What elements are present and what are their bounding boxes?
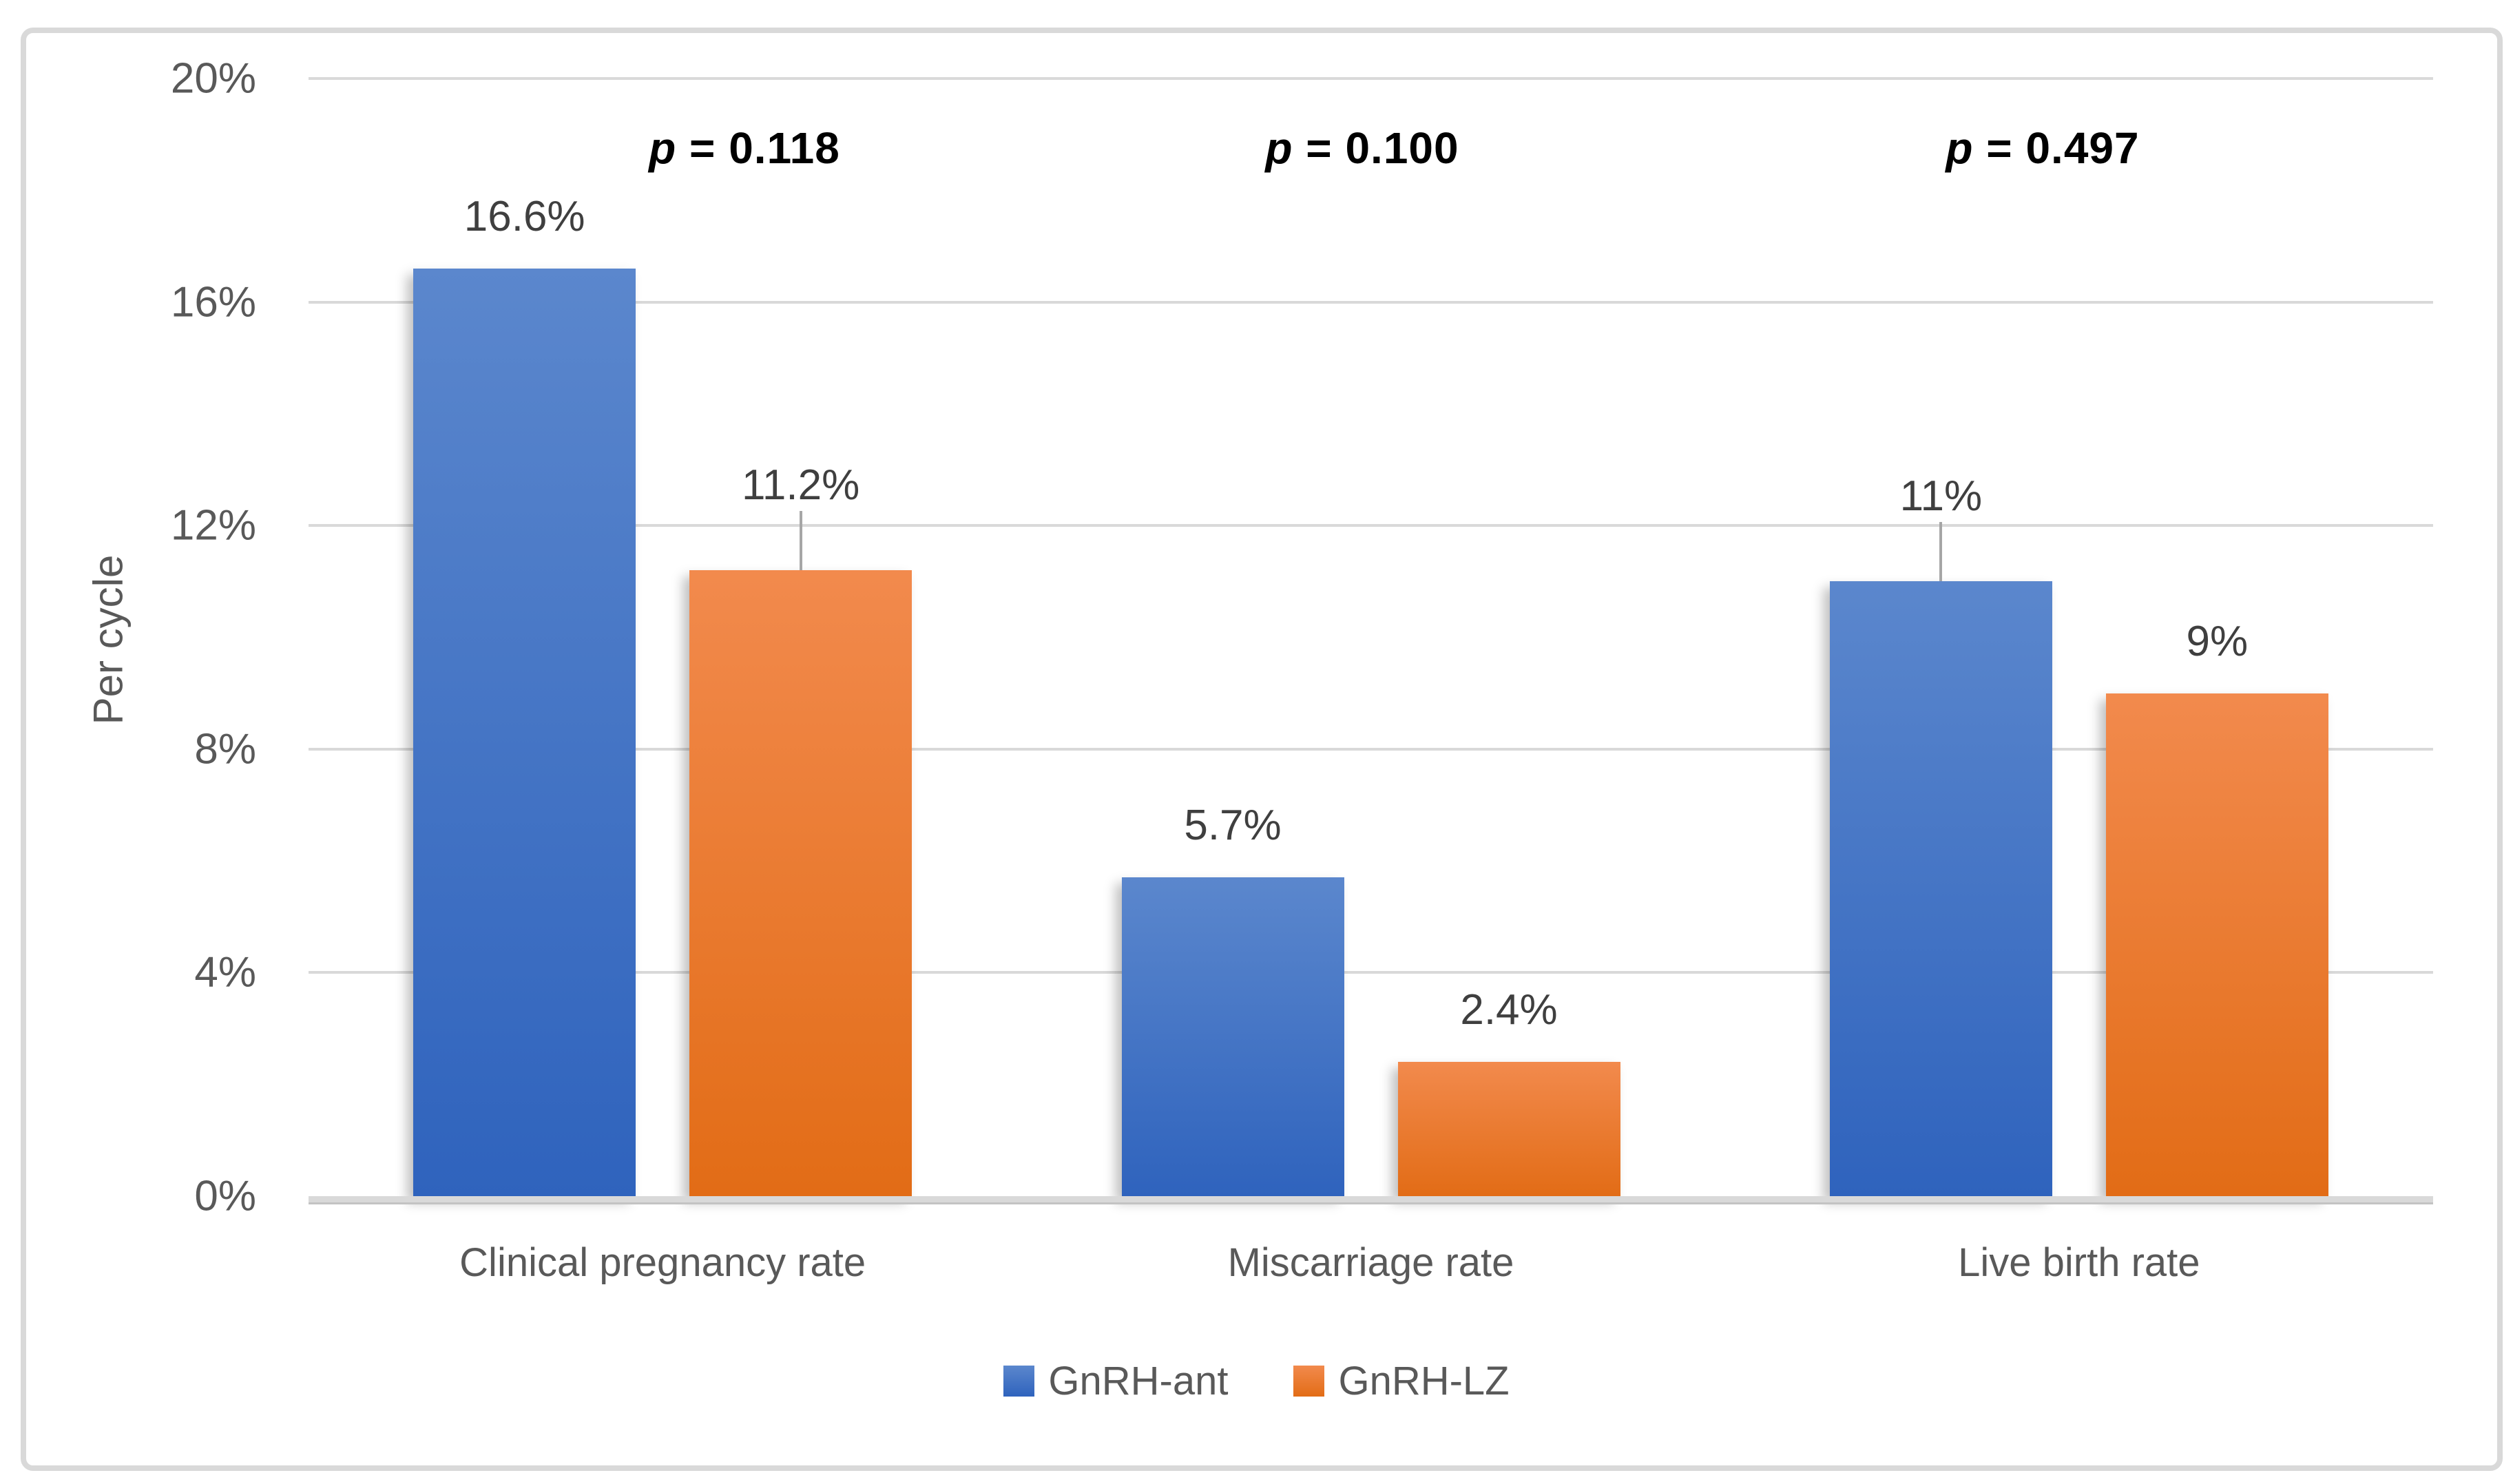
legend-swatch-icon [1003,1366,1035,1397]
gridline-16pct [309,300,2433,304]
bar-GnRH-LZ-category-1 [689,570,913,1196]
legend-item-GnRH-LZ: GnRH-LZ [1293,1358,1510,1404]
bar-GnRH-ant-category-2 [1121,877,1344,1196]
p-value-number: = 0.497 [1973,123,2140,173]
y-tick-label-4: 4% [194,948,256,996]
data-label-leader-line [1939,522,1943,582]
x-axis-baseline [309,1196,2433,1204]
p-value-number: = 0.100 [1293,123,1459,173]
legend-item-GnRH-ant: GnRH-ant [1003,1358,1228,1404]
category-label-1: Clinical pregnancy rate [459,1240,866,1285]
bar-GnRH-ant-category-1 [413,268,636,1196]
p-value-annotation-3: p = 0.497 [1946,123,2139,174]
category-label-2: Miscarriage rate [1227,1240,1514,1285]
y-tick-label-20: 20% [170,54,256,103]
data-label-GnRH-LZ-category-3: 9% [2186,617,2249,665]
gridline-12pct [309,524,2433,527]
legend: GnRH-ant GnRH-LZ [0,1358,2513,1404]
y-tick-label-12: 12% [170,501,256,550]
data-label-leader-line [799,511,802,571]
gridline-20pct [309,77,2433,80]
p-value-number: = 0.118 [676,123,840,173]
data-label-GnRH-ant-category-2: 5.7% [1184,802,1282,850]
data-label-GnRH-LZ-category-1: 11.2% [742,461,860,510]
data-label-GnRH-ant-category-1: 16.6% [463,192,585,240]
p-value-symbol: p [1265,123,1293,173]
y-tick-label-8: 8% [194,725,256,773]
legend-label: GnRH-ant [1048,1359,1229,1403]
p-value-annotation-1: p = 0.118 [649,123,840,174]
data-label-GnRH-ant-category-3: 11% [1899,472,1983,521]
bar-GnRH-ant-category-3 [1829,581,2052,1196]
p-value-annotation-2: p = 0.100 [1265,123,1459,174]
category-label-3: Live birth rate [1958,1240,2200,1285]
gridline-8pct [309,747,2433,751]
bar-GnRH-LZ-category-2 [1397,1062,1620,1196]
p-value-symbol: p [649,123,677,173]
gridline-4pct [309,971,2433,974]
plot-area: 16.6% 11.2% 5.7% 2.4% 11% 9% [309,77,2433,1196]
bar-GnRH-LZ-category-3 [2105,693,2328,1196]
legend-swatch-icon [1293,1366,1325,1397]
y-tick-label-0: 0% [194,1172,256,1220]
y-axis-title: Per cycle [85,554,132,725]
p-value-symbol: p [1946,123,1974,173]
y-tick-label-16: 16% [170,278,256,326]
legend-label: GnRH-LZ [1338,1359,1510,1403]
data-label-GnRH-LZ-category-2: 2.4% [1460,986,1558,1034]
